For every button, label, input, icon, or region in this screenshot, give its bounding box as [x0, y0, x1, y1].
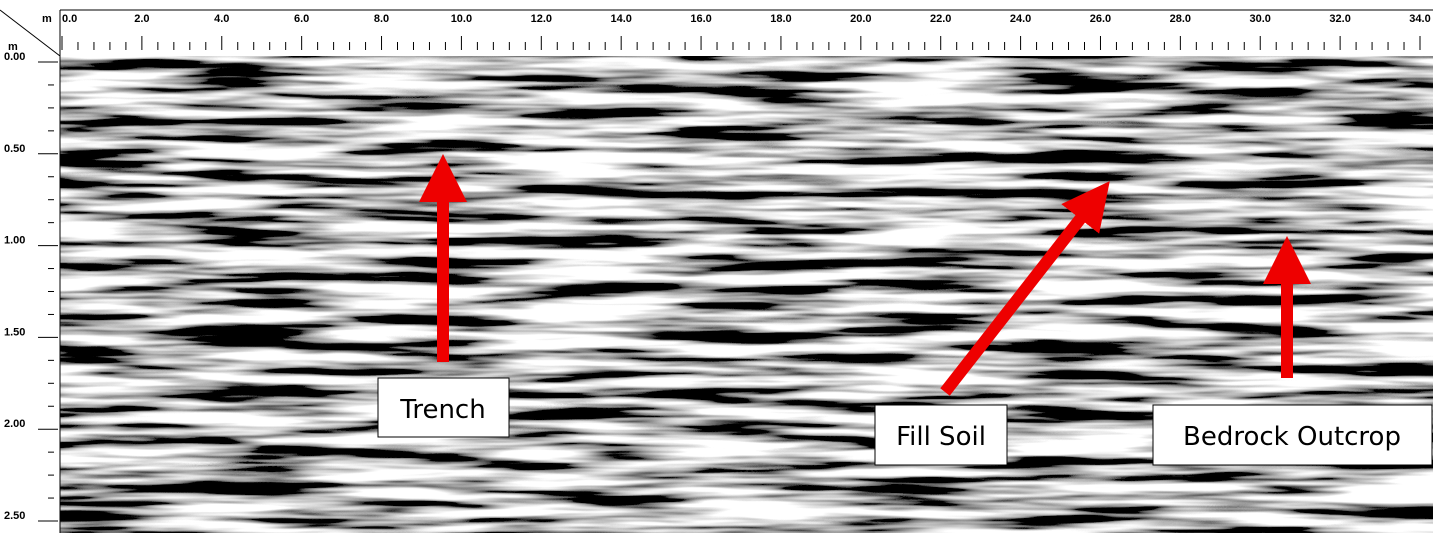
annotation: Trench	[399, 395, 485, 425]
x-tick-label: 12.0	[531, 13, 552, 25]
x-tick-label: 14.0	[610, 13, 631, 25]
y-tick-label: 2.50	[4, 510, 25, 522]
x-tick-label: 0.0	[62, 13, 77, 25]
x-tick-label: 32.0	[1329, 13, 1350, 25]
x-tick-label: 28.0	[1170, 13, 1191, 25]
y-tick-label: 1.00	[4, 235, 25, 247]
x-tick-label: 2.0	[134, 13, 149, 25]
x-tick-label: 34.0	[1409, 13, 1430, 25]
x-tick-label: 10.0	[451, 13, 472, 25]
annotation: Bedrock Outcrop	[1183, 422, 1401, 452]
label-box	[377, 377, 510, 438]
label-box	[874, 404, 1008, 466]
x-tick-label: 8.0	[374, 13, 389, 25]
x-tick-label: 20.0	[850, 13, 871, 25]
x-tick-label: 30.0	[1250, 13, 1271, 25]
x-tick-label: 6.0	[294, 13, 309, 25]
x-tick-label: 22.0	[930, 13, 951, 25]
annotation: Fill Soil	[896, 422, 986, 452]
y-tick-label: 0.50	[4, 143, 25, 155]
x-tick-label: 18.0	[770, 13, 791, 25]
y-tick-label: 0.00	[4, 51, 25, 63]
corner-diagonal	[0, 9, 61, 57]
arrow	[940, 181, 1110, 396]
y-unit: m	[8, 41, 18, 53]
label-box	[1152, 404, 1433, 466]
x-tick-label: 4.0	[214, 13, 229, 25]
y-tick-label: 2.00	[4, 418, 25, 430]
x-unit: m	[42, 13, 52, 25]
arrows	[419, 154, 1311, 396]
x-tick-label: 24.0	[1010, 13, 1031, 25]
x-tick-label: 26.0	[1090, 13, 1111, 25]
axis-ticks: 0.0 2.0 4.0 6.0 8.0 10.0 12.0 14.0 16.0 18.0 20.0 2…	[4, 13, 1431, 522]
y-tick-label: 1.50	[4, 326, 25, 338]
x-tick-label: 16.0	[690, 13, 711, 25]
